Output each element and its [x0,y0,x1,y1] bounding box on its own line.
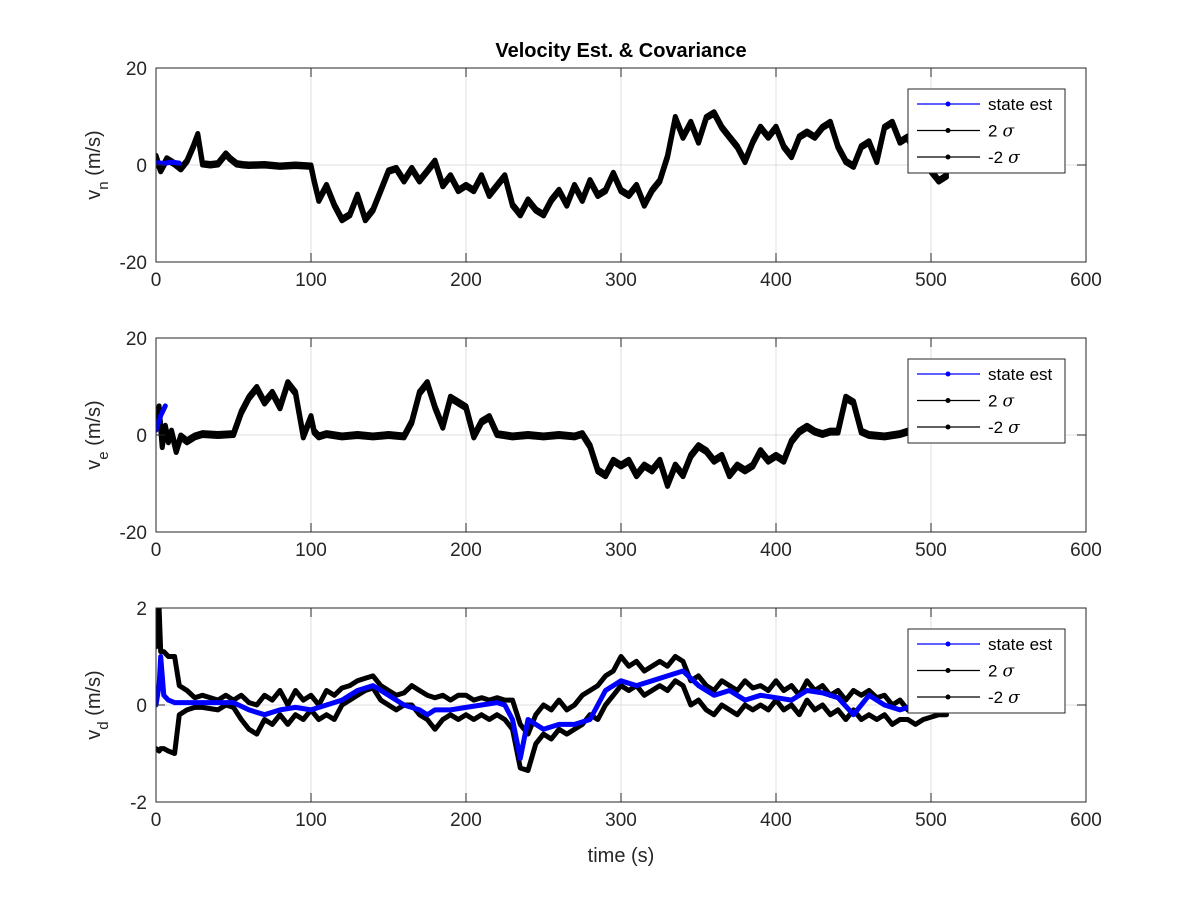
legend-label-text: 2 [988,122,997,141]
legend-label-sigma: σ [1008,418,1020,438]
y-tick-label: 20 [126,59,147,80]
series-line-state-est [156,403,168,433]
series-line-minus-2-sigma [156,382,911,489]
legend-label-sigma: σ [1008,148,1020,168]
x-tick-label: 400 [760,270,792,291]
y-tick-label: 0 [136,156,147,177]
x-tick-label: 500 [915,810,947,831]
legend-label-text: state est [988,95,1053,114]
y-tick-label: 0 [136,426,147,447]
y-axis-label: vn (m/s) [83,130,112,199]
legend-label: -2 σ [988,418,1020,438]
legend-label-sigma: σ [1002,662,1014,682]
x-tick-label: 0 [151,270,162,291]
x-tick-label: 600 [1070,810,1102,831]
x-tick-label: 100 [295,810,327,831]
x-tick-label: 300 [605,810,637,831]
legend-swatch-marker [945,424,951,430]
x-tick-label: 600 [1070,270,1102,291]
x-tick-label: 200 [450,540,482,561]
legend-swatch-marker [945,668,951,673]
legend-label-sigma: σ [1008,688,1020,708]
y-label-unit: (m/s) [83,670,105,721]
y-tick-label: 20 [126,329,147,350]
legend-label: state est [988,635,1053,654]
x-tick-label: 200 [450,810,482,831]
y-label-subscript: d [95,721,112,729]
y-tick-label: -20 [120,523,147,544]
legend-swatch-marker [945,694,951,700]
legend: state est 2 σ -2 σ [907,358,1066,444]
y-label-unit: (m/s) [83,130,105,181]
legend-swatch-marker [945,398,951,403]
x-tick-label: 600 [1070,540,1102,561]
y-tick-label: -20 [120,253,147,274]
x-tick-label: 400 [760,810,792,831]
x-tick-label: 200 [450,270,482,291]
legend-label-text: -2 [988,148,1003,167]
legend: state est 2 σ -2 σ [907,88,1066,174]
x-tick-label: 100 [295,540,327,561]
y-label-subscript: n [95,181,112,189]
chart-title: Velocity Est. & Covariance [495,40,746,62]
legend-label: state est [988,365,1053,384]
legend: state est 2 σ -2 σ [907,628,1066,714]
y-label-unit: (m/s) [83,400,105,451]
legend-swatch-marker [945,371,951,377]
legend-label-text: 2 [988,662,997,681]
legend-label-text: -2 [988,688,1003,707]
series-line-plus-2-sigma [156,608,949,737]
series-line-minus-2-sigma [156,678,949,773]
legend-label: state est [988,95,1053,114]
x-tick-label: 500 [915,270,947,291]
legend-swatch-marker [945,641,951,647]
legend-label-text: state est [988,365,1053,384]
y-label-main: v [83,460,105,470]
legend-swatch-marker [945,154,951,160]
x-tick-label: 500 [915,540,947,561]
y-tick-label: 2 [136,599,147,620]
legend-label-text: 2 [988,392,997,411]
y-tick-label: 0 [136,696,147,717]
legend-swatch-marker [945,101,951,107]
x-tick-label: 100 [295,270,327,291]
legend-label-sigma: σ [1002,122,1014,142]
y-axis-label: vd (m/s) [83,670,112,739]
x-tick-label: 300 [605,540,637,561]
legend-label-text: -2 [988,418,1003,437]
series-line-minus-2-sigma [156,111,949,224]
legend-label: -2 σ [988,688,1020,708]
legend-label-sigma: σ [1002,392,1014,412]
series-line-state-est [156,159,182,166]
x-tick-label: 0 [151,540,162,561]
x-tick-label: 0 [151,810,162,831]
y-tick-label: -2 [130,793,147,814]
series-line-state-est [156,654,918,761]
y-axis-label: ve (m/s) [83,400,112,469]
x-tick-label: 400 [760,540,792,561]
legend-swatch-marker [945,128,951,133]
legend-label: -2 σ [988,148,1020,168]
y-label-subscript: e [95,451,112,459]
x-axis-label: time (s) [588,845,655,867]
x-tick-label: 300 [605,270,637,291]
legend-label-text: state est [988,635,1053,654]
y-label-main: v [83,190,105,200]
y-label-main: v [83,730,105,740]
